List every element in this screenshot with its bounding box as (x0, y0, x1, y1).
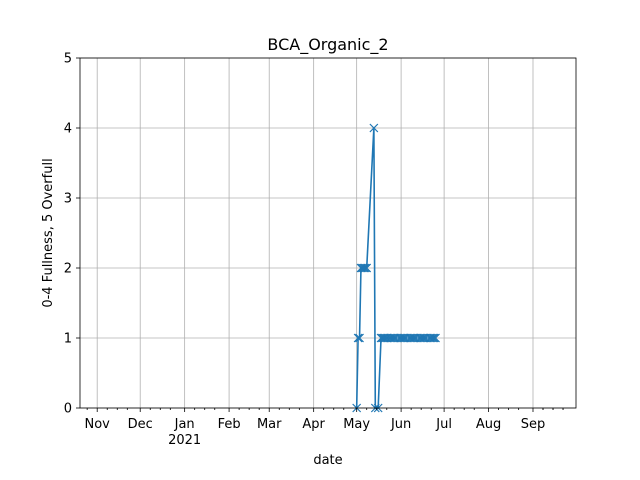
x-tick-label: Apr (302, 417, 325, 432)
y-axis-label: 0-4 Fullness, 5 Overfull (41, 158, 56, 307)
x-tick-label: Sep (521, 417, 546, 432)
x-tick-label: Feb (218, 417, 241, 432)
y-tick-label: 5 (64, 52, 72, 67)
data-point (396, 333, 406, 343)
y-tick-label: 0 (64, 402, 72, 417)
data-point (428, 333, 438, 343)
data-point (398, 333, 407, 343)
x-tick-label: Aug (476, 417, 501, 432)
data-point (408, 333, 418, 343)
y-tick-label: 1 (64, 332, 72, 347)
y-tick-label: 2 (64, 262, 72, 277)
series-layer (352, 123, 440, 413)
data-point (416, 333, 426, 343)
chart-title: BCA_Organic_2 (267, 35, 388, 55)
x-axis-label: date (313, 453, 342, 468)
data-point (429, 333, 439, 343)
x-tick-label: Jan (174, 417, 195, 432)
data-point (362, 263, 372, 273)
data-point (369, 123, 379, 133)
data-point (357, 263, 367, 273)
y-tick-label: 4 (64, 122, 72, 137)
data-point (386, 333, 396, 343)
data-point (406, 333, 416, 343)
data-point (359, 263, 369, 273)
x-tick-label: Mar (257, 417, 282, 432)
data-point (418, 333, 428, 343)
data-point (431, 333, 440, 343)
x-tick-label: May (343, 417, 370, 432)
y-tick-label: 3 (64, 192, 72, 207)
x-tick-year-label: 2021 (168, 433, 201, 448)
data-point (426, 333, 436, 343)
data-point (388, 333, 397, 343)
plot-frame (79, 57, 577, 409)
x-tick-label: Jun (390, 417, 411, 432)
data-point (355, 333, 364, 343)
y-axis: 0 1 2 3 4 5 (64, 52, 80, 417)
x-tick-label: Jul (435, 417, 452, 432)
data-point (360, 263, 370, 273)
x-tick-label: Nov (85, 417, 111, 432)
data-point (353, 333, 363, 343)
grid (80, 57, 576, 409)
data-point (378, 333, 387, 343)
x-tick-label: Dec (128, 417, 153, 432)
